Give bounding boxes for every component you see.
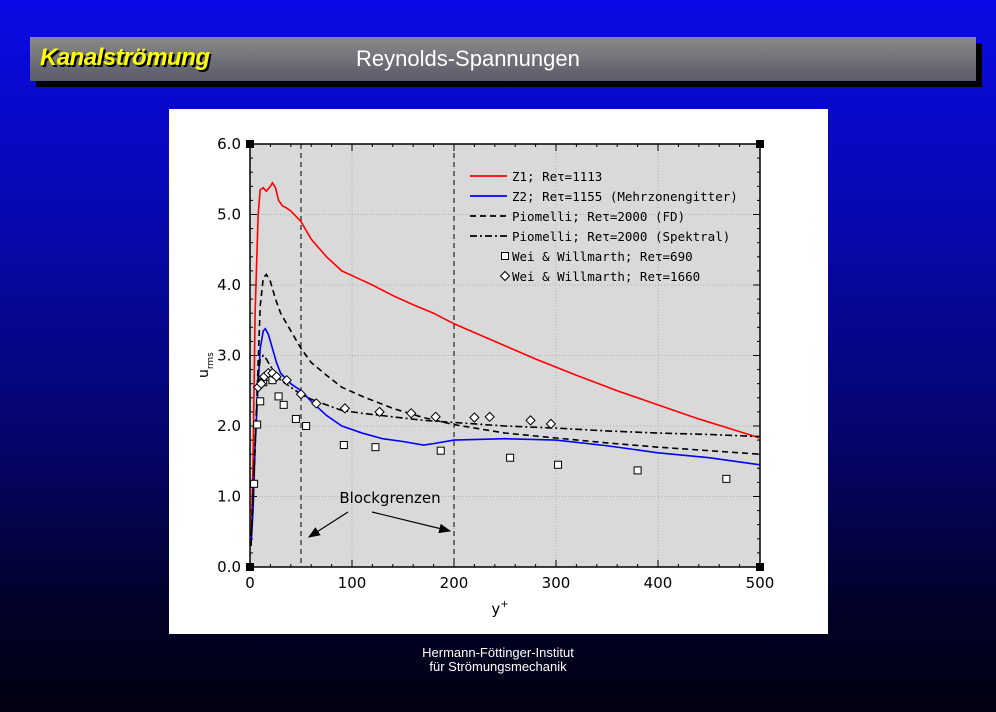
legend-label: Wei & Willmarth; Reτ=690 [512,249,693,264]
data-point-square [253,420,262,429]
legend-symbol-diamond [499,270,511,282]
data-point-square [554,460,563,469]
x-axis-label: y+ [491,599,508,618]
series-line-0 [250,181,761,546]
data-point-square [633,466,642,475]
data-point-square [291,414,300,423]
data-point-square [506,453,515,462]
data-point-diamond [374,406,385,418]
legend-label: Piomelli; Reτ=2000 (FD) [512,209,685,224]
data-point-diamond [405,408,417,419]
y-tick-label: 2.0 [217,417,241,435]
y-tick-label: 0.0 [217,558,241,576]
y-tick-label: 3.0 [217,347,241,365]
blockgrenzen-annotation: Blockgrenzen [339,489,440,507]
slide-section-title: Kanalströmung [40,44,210,71]
x-tick-label: 500 [746,574,775,592]
legend-symbol-square [501,252,509,260]
data-point-diamond [339,403,351,414]
data-point-square [339,441,348,450]
data-point-square [274,392,283,401]
data-point-diamond [271,371,282,382]
data-point-diamond [311,398,322,409]
annotation-arrow-left [307,511,349,538]
data-point-diamond [545,418,557,430]
data-point-square [371,443,380,452]
legend-label: Piomelli; Reτ=2000 (Spektral) [512,229,730,244]
data-point-square [302,422,311,430]
slide-title-bar: Kanalströmung Reynolds-Spannungen [30,37,976,81]
data-point-diamond [430,411,441,423]
data-point-square [256,397,265,406]
x-tick-label: 0 [245,574,255,592]
x-tick-label: 400 [644,574,673,592]
y-tick-label: 4.0 [217,276,241,294]
x-tick-label: 300 [542,574,571,592]
series-line-2 [250,273,761,546]
legend-label: Z2; Reτ=1155 (Mehrzonengitter) [512,189,738,204]
data-point-diamond [525,415,536,426]
slide-title: Reynolds-Spannungen [356,46,580,71]
legend-label: Z1; Reτ=1113 [512,169,602,184]
data-point-square [436,446,445,455]
data-point-square [279,400,288,409]
footer-line-1: Hermann-Föttinger-Institut [422,645,574,660]
data-point-square [250,479,259,488]
x-tick-label: 200 [440,574,469,592]
data-point-diamond [256,378,267,389]
y-tick-label: 1.0 [217,488,241,506]
data-point-diamond [281,374,292,386]
y-tick-label: 5.0 [217,206,241,224]
annotation-arrow-right [371,511,452,534]
series-line-1 [250,327,761,546]
y-axis-label: urms [196,352,216,378]
data-point-diamond [295,389,307,400]
data-point-diamond [484,411,495,423]
legend-label: Wei & Willmarth; Reτ=1660 [512,269,700,284]
x-tick-label: 100 [338,574,367,592]
data-point-square [722,474,731,483]
footer-line-2: für Strömungsmechanik [429,659,567,674]
y-tick-label: 6.0 [217,135,241,153]
data-point-diamond [469,412,480,423]
